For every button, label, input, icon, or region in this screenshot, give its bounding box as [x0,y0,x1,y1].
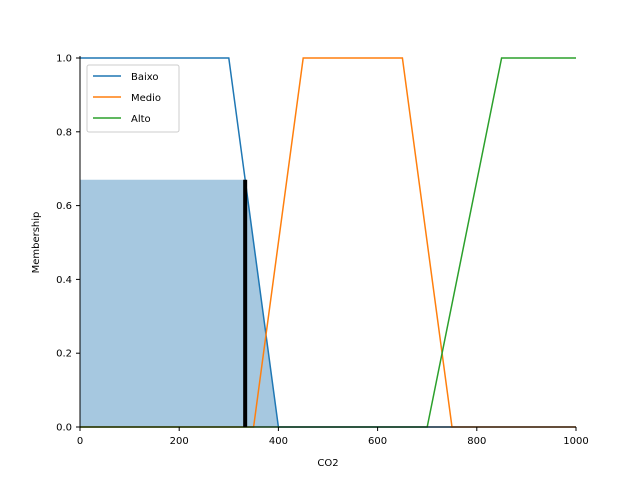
x-tick-label: 800 [467,436,486,447]
y-tick-label: 0.8 [56,127,72,138]
y-tick-label: 0.6 [56,201,72,212]
x-tick-label: 400 [269,436,288,447]
plot-area [80,57,576,428]
y-tick-label: 0.4 [56,275,72,286]
y-tick-label: 0.0 [56,423,72,434]
legend-entry-alto: Alto [131,114,151,125]
x-tick-label: 200 [170,436,189,447]
x-tick-label: 1000 [563,436,588,447]
x-tick-label: 0 [77,436,83,447]
legend-box [86,64,180,133]
x-tick-label: 600 [368,436,387,447]
axes: 0 200 400 600 800 1000 0.0 0.2 0.4 0.6 0.8 1.0 [56,54,589,448]
y-axis-label: Membership [31,212,42,274]
activation-area [80,179,279,427]
legend-entry-medio: Medio [131,93,161,104]
legend: Baixo Medio Alto [86,64,180,133]
x-axis-label: CO2 [317,458,338,469]
y-tick-label: 0.2 [56,349,72,360]
legend-entry-baixo: Baixo [131,72,159,83]
y-tick-label: 1.0 [56,54,72,65]
